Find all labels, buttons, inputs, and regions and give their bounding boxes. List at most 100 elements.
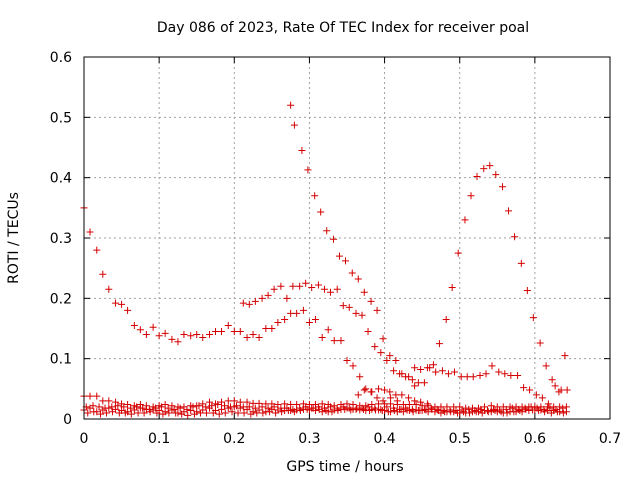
data-point [339, 403, 347, 411]
data-point [348, 269, 356, 277]
data-point [245, 403, 253, 411]
x-axis-label: GPS time / hours [286, 459, 403, 475]
data-point [384, 408, 392, 416]
data-point [145, 405, 153, 413]
data-points [80, 101, 571, 419]
data-point [130, 321, 138, 329]
axes: 0 0.1 0.2 0.3 0.4 0.5 0.6 0 0.1 0.2 0.3 0.4 0.5 0.6 0.… [50, 50, 621, 447]
data-point [562, 408, 570, 416]
data-point [124, 306, 132, 314]
y-tick-label: 0.2 [50, 291, 72, 307]
data-point [283, 404, 291, 412]
data-point [330, 337, 338, 345]
data-point [190, 410, 198, 418]
data-point [240, 409, 248, 417]
series-track-b [239, 279, 428, 387]
data-point [371, 404, 379, 412]
data-point [526, 386, 534, 394]
data-point [405, 373, 413, 381]
data-point [314, 403, 322, 411]
data-point [258, 403, 266, 411]
data-point [508, 404, 516, 412]
data-point [234, 409, 242, 417]
data-point [134, 409, 142, 417]
data-point [283, 294, 291, 302]
data-point [478, 409, 486, 417]
data-point [514, 405, 522, 413]
data-point [499, 183, 507, 191]
data-point [467, 192, 475, 200]
data-point [161, 329, 169, 337]
data-point [492, 171, 500, 179]
data-point [536, 339, 544, 347]
data-point [352, 405, 360, 413]
data-point [521, 404, 529, 412]
data-point [386, 352, 394, 360]
data-point [446, 406, 454, 414]
data-point [112, 299, 120, 307]
series-track-d [411, 162, 569, 396]
data-point [236, 398, 244, 406]
data-point [255, 399, 263, 407]
data-point [178, 410, 186, 418]
data-point [249, 399, 257, 407]
data-point [408, 405, 416, 413]
data-point [514, 372, 522, 380]
data-point [259, 409, 267, 417]
data-point [505, 207, 513, 215]
y-tick-label: 0.1 [50, 352, 72, 368]
data-point [193, 331, 201, 339]
data-point [183, 405, 191, 413]
data-point [432, 368, 440, 376]
data-point [189, 403, 197, 411]
data-point [249, 331, 257, 339]
series-track-e [426, 362, 571, 408]
data-point [304, 166, 312, 174]
data-point [390, 404, 398, 412]
data-point [133, 403, 141, 411]
data-point [439, 407, 447, 415]
data-point [345, 404, 353, 412]
data-point [387, 394, 395, 402]
data-point [429, 361, 437, 369]
data-point [503, 409, 511, 417]
data-point [174, 338, 182, 346]
data-point [287, 101, 295, 109]
data-point [278, 408, 286, 416]
data-point [347, 406, 355, 414]
data-point [559, 409, 567, 417]
data-point [465, 405, 473, 413]
data-point [228, 408, 236, 416]
data-point [349, 362, 357, 370]
data-point [358, 311, 366, 319]
y-tick-label: 0.6 [50, 50, 72, 66]
x-tick-label: 0.4 [373, 431, 395, 447]
data-point [559, 404, 567, 412]
series-track-f [80, 392, 570, 412]
data-point [270, 403, 278, 411]
data-point [373, 394, 381, 402]
data-point [308, 283, 316, 291]
data-point [360, 288, 368, 296]
data-point [184, 411, 192, 419]
data-point [438, 367, 446, 375]
data-point [120, 403, 128, 411]
data-point [367, 297, 375, 305]
data-point [454, 249, 462, 257]
data-point [423, 400, 431, 408]
data-point [255, 334, 263, 342]
data-point [450, 368, 458, 376]
data-point [414, 379, 422, 387]
data-point [337, 337, 345, 345]
data-point [93, 246, 101, 254]
data-point [366, 407, 374, 415]
data-point [433, 405, 441, 413]
data-point [392, 356, 400, 364]
data-point [328, 408, 336, 416]
data-point [402, 404, 410, 412]
data-point [510, 408, 518, 416]
data-point [155, 332, 163, 340]
x-tick-label: 0.3 [298, 431, 320, 447]
data-point [360, 405, 368, 413]
data-point [236, 328, 244, 336]
